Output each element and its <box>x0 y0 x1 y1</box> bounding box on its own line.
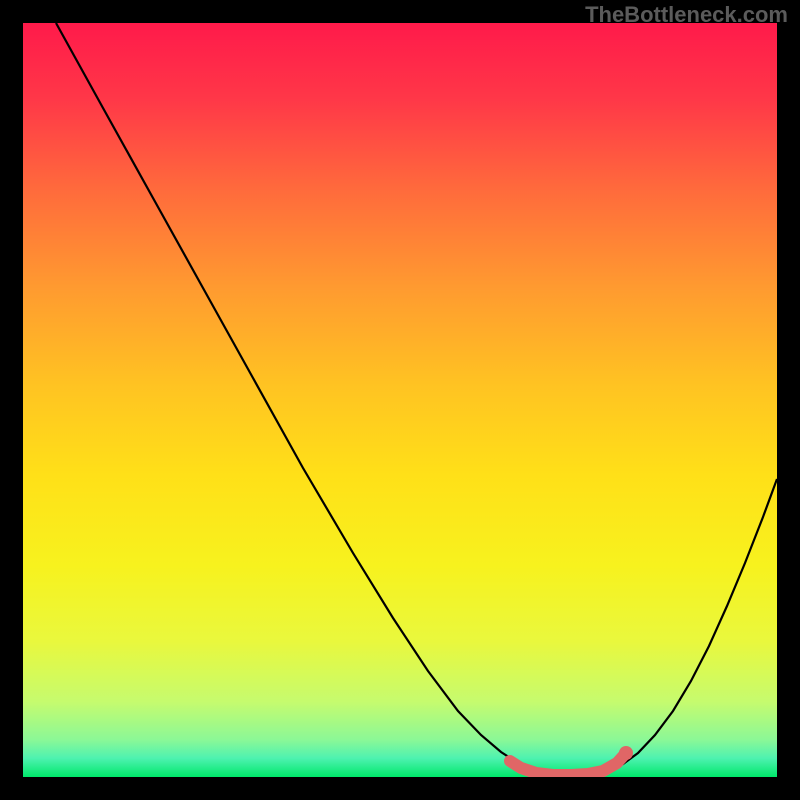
optimal-point-dot <box>619 746 633 760</box>
watermark-text: TheBottleneck.com <box>585 2 788 28</box>
bottleneck-curve <box>56 23 777 777</box>
chart-container: TheBottleneck.com <box>0 0 800 800</box>
plot-area <box>23 23 777 777</box>
optimal-range-marker <box>510 753 626 775</box>
curve-layer <box>23 23 777 777</box>
